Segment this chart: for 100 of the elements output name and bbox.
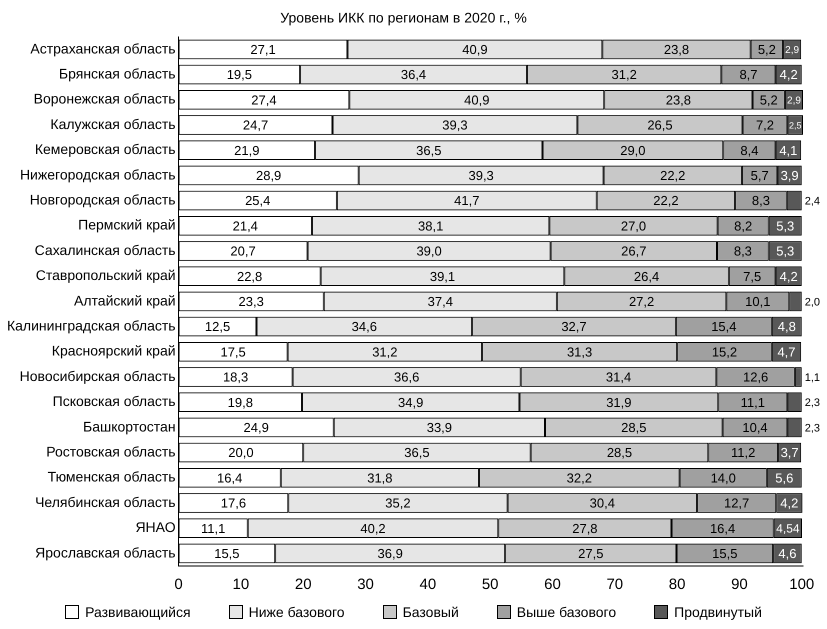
data-label: 27,8 xyxy=(572,520,598,536)
data-label: 26,7 xyxy=(621,244,646,259)
data-label: 8,7 xyxy=(739,67,758,82)
y-tick-label: Астраханская область xyxy=(30,40,176,56)
data-label: 28,5 xyxy=(606,445,632,460)
data-label: 4,2 xyxy=(780,268,798,284)
data-label: 4,1 xyxy=(779,142,798,158)
data-label: 40,9 xyxy=(464,92,490,108)
data-label: 30,4 xyxy=(590,496,615,511)
x-tick-label: 70 xyxy=(606,576,624,594)
y-tick-label: Башкортостан xyxy=(83,418,176,434)
data-label: 19,5 xyxy=(226,67,252,82)
data-label: 27,0 xyxy=(620,218,646,234)
data-label: 1,1 xyxy=(804,372,820,384)
data-label: 4,7 xyxy=(777,344,796,360)
y-tick-label: Кемеровская область xyxy=(34,141,176,158)
data-label: 31,4 xyxy=(606,370,632,385)
data-label: 18,3 xyxy=(222,370,248,385)
data-label: 24,9 xyxy=(244,420,269,435)
data-label: 31,8 xyxy=(367,470,393,486)
y-tick-label: Ставропольский край xyxy=(36,267,176,284)
data-label: 38,1 xyxy=(418,218,444,234)
data-label: 16,4 xyxy=(710,520,736,536)
y-tick-label: Воронежская область xyxy=(34,90,176,107)
y-tick-label: ЯНАО xyxy=(135,519,176,536)
data-label: 10,1 xyxy=(745,294,770,309)
x-tick-label: 40 xyxy=(420,576,436,594)
y-tick-label: Калининградская область xyxy=(6,317,176,334)
y-tick-label: Новгородская область xyxy=(30,191,176,208)
data-label: 8,2 xyxy=(734,218,752,234)
data-label: 27,5 xyxy=(578,546,604,561)
data-label: 33,9 xyxy=(426,420,452,435)
data-label: 36,5 xyxy=(404,445,430,460)
data-label: 20,0 xyxy=(228,445,254,460)
data-label: 3,7 xyxy=(780,445,799,460)
data-label: 7,2 xyxy=(756,118,774,133)
data-label: 23,3 xyxy=(238,294,264,309)
data-label: 8,3 xyxy=(734,244,752,259)
y-tick-label: Тюменская область xyxy=(48,468,176,485)
data-label: 27,1 xyxy=(250,42,276,57)
data-label: 34,6 xyxy=(352,319,377,334)
data-label: 31,2 xyxy=(372,344,398,360)
data-label: 16,4 xyxy=(217,470,242,486)
y-tick-label: Псковская область xyxy=(52,393,176,410)
y-tick-label: Ярославская область xyxy=(35,544,176,560)
text: Развивающийся xyxy=(85,604,191,620)
data-label: 28,9 xyxy=(256,168,282,183)
data-label: 12,7 xyxy=(724,496,750,511)
data-label: 15,5 xyxy=(712,546,738,561)
data-label: 5,3 xyxy=(776,244,794,259)
data-label: 35,2 xyxy=(385,496,411,511)
data-label: 14,0 xyxy=(710,470,736,486)
data-label: 5,3 xyxy=(776,218,794,234)
data-label: 2,9 xyxy=(787,96,802,107)
y-tick-label: Калужская область xyxy=(50,116,176,132)
x-tick-label: 80 xyxy=(668,576,686,594)
x-tick-label: 60 xyxy=(544,576,561,594)
data-label: 32,7 xyxy=(561,319,587,334)
y-tick-label: Пермский край xyxy=(78,216,176,233)
data-label: 15,5 xyxy=(214,546,240,561)
data-label: 25,4 xyxy=(245,193,270,208)
data-label: 3,9 xyxy=(780,168,799,183)
legend-label: Ниже базового xyxy=(248,604,345,620)
data-label: 4,2 xyxy=(780,496,798,511)
data-label: 31,3 xyxy=(566,344,592,360)
chart-title: Уровень ИКК по регионам в 2020 г., % xyxy=(280,9,527,26)
data-label: 11,1 xyxy=(740,394,766,410)
data-label: 11,2 xyxy=(731,445,756,460)
data-label: 12,5 xyxy=(204,319,230,334)
data-label: 2,5 xyxy=(788,120,802,130)
data-label: 21,9 xyxy=(234,142,260,158)
data-label: 31,9 xyxy=(606,394,632,410)
x-tick-label: 100 xyxy=(789,576,814,594)
x-tick-label: 30 xyxy=(357,576,374,594)
data-label: 2,3 xyxy=(804,422,820,434)
data-label: 12,6 xyxy=(742,370,768,385)
data-label: 26,4 xyxy=(634,268,660,284)
data-label: 36,6 xyxy=(394,370,420,385)
legend-label: Выше базового xyxy=(516,604,616,620)
data-label: 15,4 xyxy=(711,319,737,334)
data-label: 20,7 xyxy=(230,244,256,259)
data-label: 40,9 xyxy=(462,42,488,57)
data-label: 23,8 xyxy=(666,92,692,108)
data-label: 8,4 xyxy=(740,142,758,158)
data-label: 28,5 xyxy=(621,420,646,435)
data-label: 39,3 xyxy=(442,118,468,133)
y-tick-label: Новосибирская область xyxy=(20,368,176,384)
data-label: 39,3 xyxy=(468,168,494,183)
data-label: 7,5 xyxy=(743,268,762,284)
data-label: 2,4 xyxy=(804,196,820,208)
y-tick-label: Красноярский край xyxy=(52,342,176,359)
data-label: 21,4 xyxy=(232,218,258,234)
y-tick-label: Ростовская область xyxy=(46,443,176,460)
data-label: 26,5 xyxy=(647,118,673,133)
data-label: 5,7 xyxy=(750,168,769,183)
data-label: 11,1 xyxy=(201,520,226,536)
data-label: 17,6 xyxy=(220,496,246,511)
data-label: 5,2 xyxy=(760,92,778,108)
data-label: 8,3 xyxy=(752,193,770,208)
data-label: 4,54 xyxy=(776,522,800,536)
